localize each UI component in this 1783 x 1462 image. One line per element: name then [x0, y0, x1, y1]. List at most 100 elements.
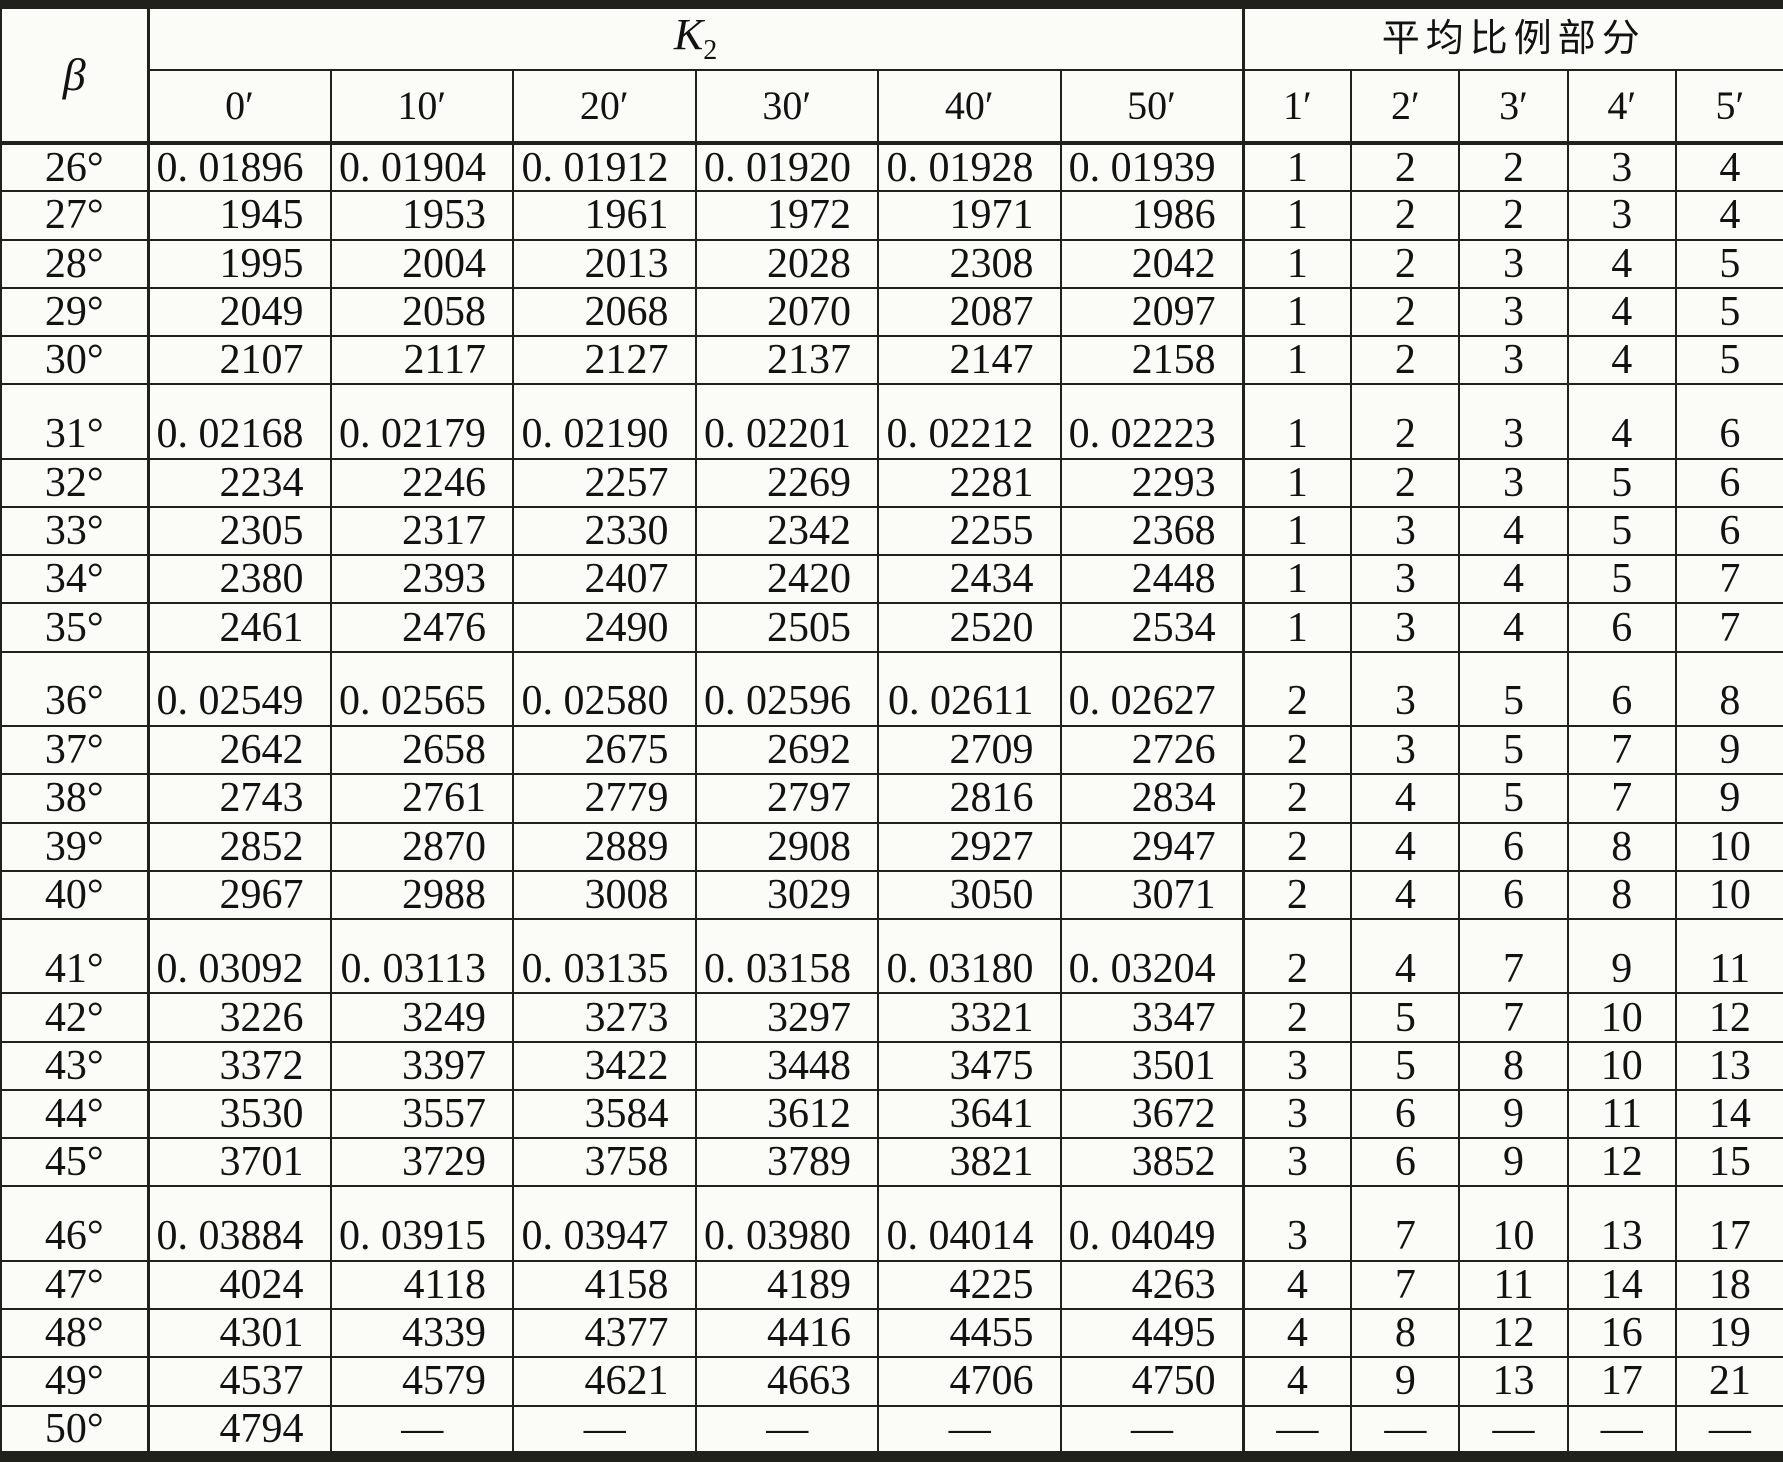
k2-value-cell: 0. 02212 [877, 383, 1062, 460]
k2-value-cell: 0. 03980 [694, 1185, 879, 1262]
k2-value-cell: 0. 03204 [1059, 918, 1245, 995]
avg-value-cell: 4 [1566, 383, 1677, 460]
k2-value-cell: 4663 [694, 1356, 879, 1407]
k2-value-cell: 4750 [1059, 1356, 1245, 1407]
avg-value-cell: 4 [1350, 918, 1461, 995]
k2-value-cell: 3821 [877, 1137, 1062, 1188]
avg-value-cell: 5 [1458, 773, 1569, 824]
avg-value-cell: 2 [1241, 918, 1353, 995]
beta-cell: 40° [0, 869, 149, 921]
avg-header-5: 5′ [1674, 69, 1783, 145]
avg-value-cell: 3 [1566, 190, 1677, 241]
avg-value-cell: 3 [1350, 650, 1461, 728]
k2-value-cell: 3448 [694, 1040, 879, 1091]
k2-value-cell: 0. 02190 [512, 383, 697, 460]
avg-value-cell: 4 [1566, 334, 1677, 386]
k2-value-cell: 3557 [329, 1088, 514, 1140]
avg-value-cell: 1 [1241, 238, 1353, 289]
avg-value-cell: 5 [1566, 505, 1677, 557]
k2-value-cell: 4158 [512, 1259, 697, 1311]
k2-value-cell: 0. 02549 [146, 650, 332, 728]
k2-value-cell: 2305 [146, 505, 332, 557]
avg-value-cell: 3 [1566, 141, 1677, 193]
k2-value-cell: 2117 [329, 334, 514, 386]
avg-value-cell: 12 [1566, 1137, 1677, 1188]
avg-value-cell: 3 [1241, 1185, 1353, 1262]
avg-value-cell: 1 [1241, 554, 1353, 605]
avg-value-cell: 1 [1241, 334, 1353, 386]
k2-value-cell: 2476 [329, 602, 514, 653]
avg-value-cell: 10 [1566, 992, 1677, 1043]
k2-value-cell: 3672 [1059, 1088, 1245, 1140]
table-row: 28° 1995 2004 2013 2028 2308 2042 1 2 3 4 5 [0, 238, 1783, 289]
k2-value-cell: 2234 [146, 457, 332, 508]
avg-value-cell: 2 [1241, 869, 1353, 921]
k2-value-cell: 4537 [146, 1356, 332, 1407]
k2-value-cell: 0. 03092 [146, 918, 332, 995]
avg-value-cell: 7 [1458, 992, 1569, 1043]
avg-value-cell: 6 [1674, 457, 1783, 508]
k2-value-cell: 2087 [877, 286, 1062, 338]
avg-value-cell: 1 [1241, 505, 1353, 557]
avg-value-cell: 12 [1458, 1308, 1569, 1359]
k2-value-cell: 3321 [877, 992, 1062, 1043]
avg-value-cell: 2 [1350, 141, 1461, 193]
k2-value-cell: 3729 [329, 1137, 514, 1188]
k2-value-cell: 3226 [146, 992, 332, 1043]
k2-value-cell: 3584 [512, 1088, 697, 1140]
k2-value-cell: 2726 [1059, 725, 1245, 776]
avg-value-cell: 4 [1458, 554, 1569, 605]
k2-value-cell: 2870 [329, 821, 514, 872]
avg-value-cell: 4 [1674, 141, 1783, 193]
k2-value-cell: 2675 [512, 725, 697, 776]
beta-cell: 26° [0, 141, 149, 193]
avg-value-cell: 6 [1350, 1088, 1461, 1140]
table-row: 32° 2234 2246 2257 2269 2281 2293 1 2 3 5 6 [0, 457, 1783, 508]
table-row: 40° 2967 2988 3008 3029 3050 3071 2 4 6 8 10 [0, 869, 1783, 921]
avg-value-cell: 2 [1241, 650, 1353, 728]
avg-value-cell: 2 [1350, 190, 1461, 241]
k2-value-cell: 3758 [512, 1137, 697, 1188]
k2-value-cell: 2407 [512, 554, 697, 605]
k2-value-cell: 0. 02179 [329, 383, 514, 460]
k2-value-cell: 2308 [877, 238, 1062, 289]
beta-cell: 36° [0, 650, 149, 728]
beta-cell: 47° [0, 1259, 149, 1311]
avg-value-cell: 8 [1566, 821, 1677, 872]
beta-column-header: β [0, 3, 149, 145]
table-row: 50° 4794— — — — — — — — — — [0, 1404, 1783, 1458]
k2-value-cell: 4301 [146, 1308, 332, 1359]
k2-value-cell: 3641 [877, 1088, 1062, 1140]
k2-value-cell: 2927 [877, 821, 1062, 872]
k2-value-cell: 2058 [329, 286, 514, 338]
avg-value-cell: 18 [1674, 1259, 1783, 1311]
beta-cell: 39° [0, 821, 149, 872]
avg-value-cell: 3 [1350, 725, 1461, 776]
k2-value-cell: 2393 [329, 554, 514, 605]
k2-value-cell: 0. 01920 [694, 141, 879, 193]
k2-value-cell: 2761 [329, 773, 514, 824]
k2-value-cell: 2534 [1059, 602, 1245, 653]
beta-cell: 29° [0, 286, 149, 338]
avg-value-cell: 2 [1241, 992, 1353, 1043]
k2-value-cell: 2380 [146, 554, 332, 605]
avg-value-cell: 9 [1458, 1088, 1569, 1140]
table-row: 42° 3226 3249 3273 3297 3321 3347 2 5 7 10 12 [0, 992, 1783, 1043]
k2-value-cell: 4706 [877, 1356, 1062, 1407]
avg-value-cell: 14 [1566, 1259, 1677, 1311]
k2-value-cell: 2797 [694, 773, 879, 824]
k2-value-cell: 2269 [694, 457, 879, 508]
table-row: 45° 3701 3729 3758 3789 3821 3852 3 6 9 12 15 [0, 1137, 1783, 1188]
minute-header-50: 50′ [1059, 69, 1245, 145]
avg-value-cell: 3 [1350, 602, 1461, 653]
k2-value-cell: 0. 02223 [1059, 383, 1245, 460]
table-row: 38° 2743 2761 2779 2797 2816 2834 2 4 5 7 9 [0, 773, 1783, 824]
k2-value-cell: 0. 03947 [512, 1185, 697, 1262]
avg-value-cell: 8 [1566, 869, 1677, 921]
k2-value-cell: 2013 [512, 238, 697, 289]
avg-value-cell: 7 [1458, 918, 1569, 995]
k2-value-cell: 2342 [694, 505, 879, 557]
k2-value-cell: 3297 [694, 992, 879, 1043]
avg-value-cell: 5 [1674, 238, 1783, 289]
k2-value-cell: 0. 02168 [146, 383, 332, 460]
